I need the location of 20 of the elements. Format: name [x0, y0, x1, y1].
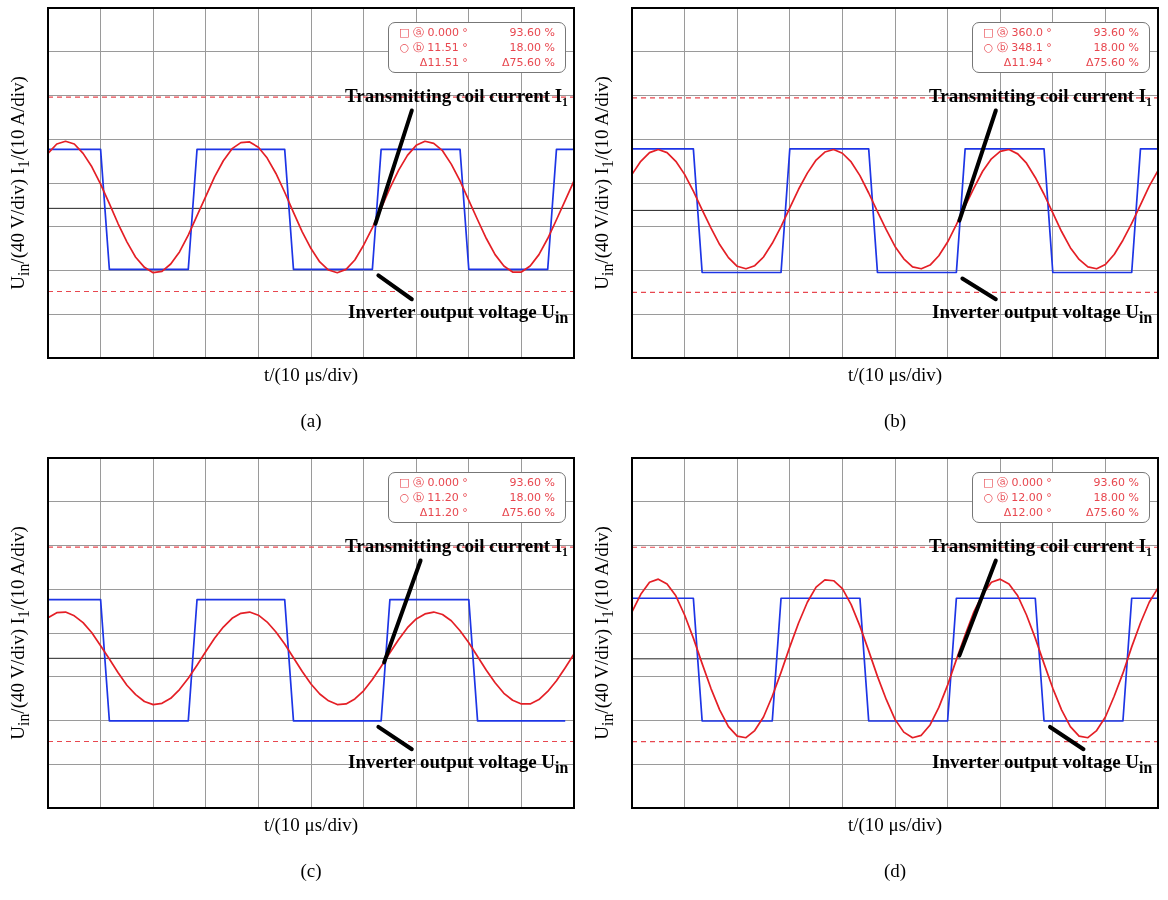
x-axis-title: t/(10 μs/div): [846, 364, 944, 386]
x-axis-title: t/(10 μs/div): [846, 814, 944, 836]
series-label: Inverter output voltage U$_{in}$: [932, 301, 1153, 328]
series-label: Inverter output voltage U$_{in}$: [932, 751, 1153, 778]
x-axis-title: t/(10 μs/div): [262, 814, 360, 836]
readout-box: □ ⓐ 360.0 ° 93.60 % ○ ⓑ 348.1 ° 18.00 % Δ11.94 ° Δ75.60 %: [972, 22, 1150, 73]
series-label: Inverter output voltage U$_{in}$: [348, 301, 569, 328]
readout-box: □ ⓐ 0.000 ° 93.60 % ○ ⓑ 11.51 ° 18.00 % Δ11.51 ° Δ75.60 %: [388, 22, 566, 73]
text: (b): [882, 410, 908, 432]
series-label: Inverter output voltage U$_{in}$: [348, 751, 569, 778]
text: (d): [882, 860, 908, 882]
x-axis-title: t/(10 μs/div): [262, 364, 360, 386]
readout-box: □ ⓐ 0.000 ° 93.60 % ○ ⓑ 12.00 ° 18.00 % Δ12.00 ° Δ75.60 %: [972, 472, 1150, 523]
text: (c): [299, 860, 323, 882]
text: Transmitting coil current I₁: [345, 534, 568, 557]
text: Transmitting coil current I₁: [345, 84, 568, 107]
text: (a): [299, 410, 323, 432]
series-label: Transmitting coil current I₁: [929, 534, 1152, 557]
text: Transmitting coil current I₁: [929, 84, 1152, 107]
readout-box: □ ⓐ 0.000 ° 93.60 % ○ ⓑ 11.20 ° 18.00 % Δ11.20 ° Δ75.60 %: [388, 472, 566, 523]
